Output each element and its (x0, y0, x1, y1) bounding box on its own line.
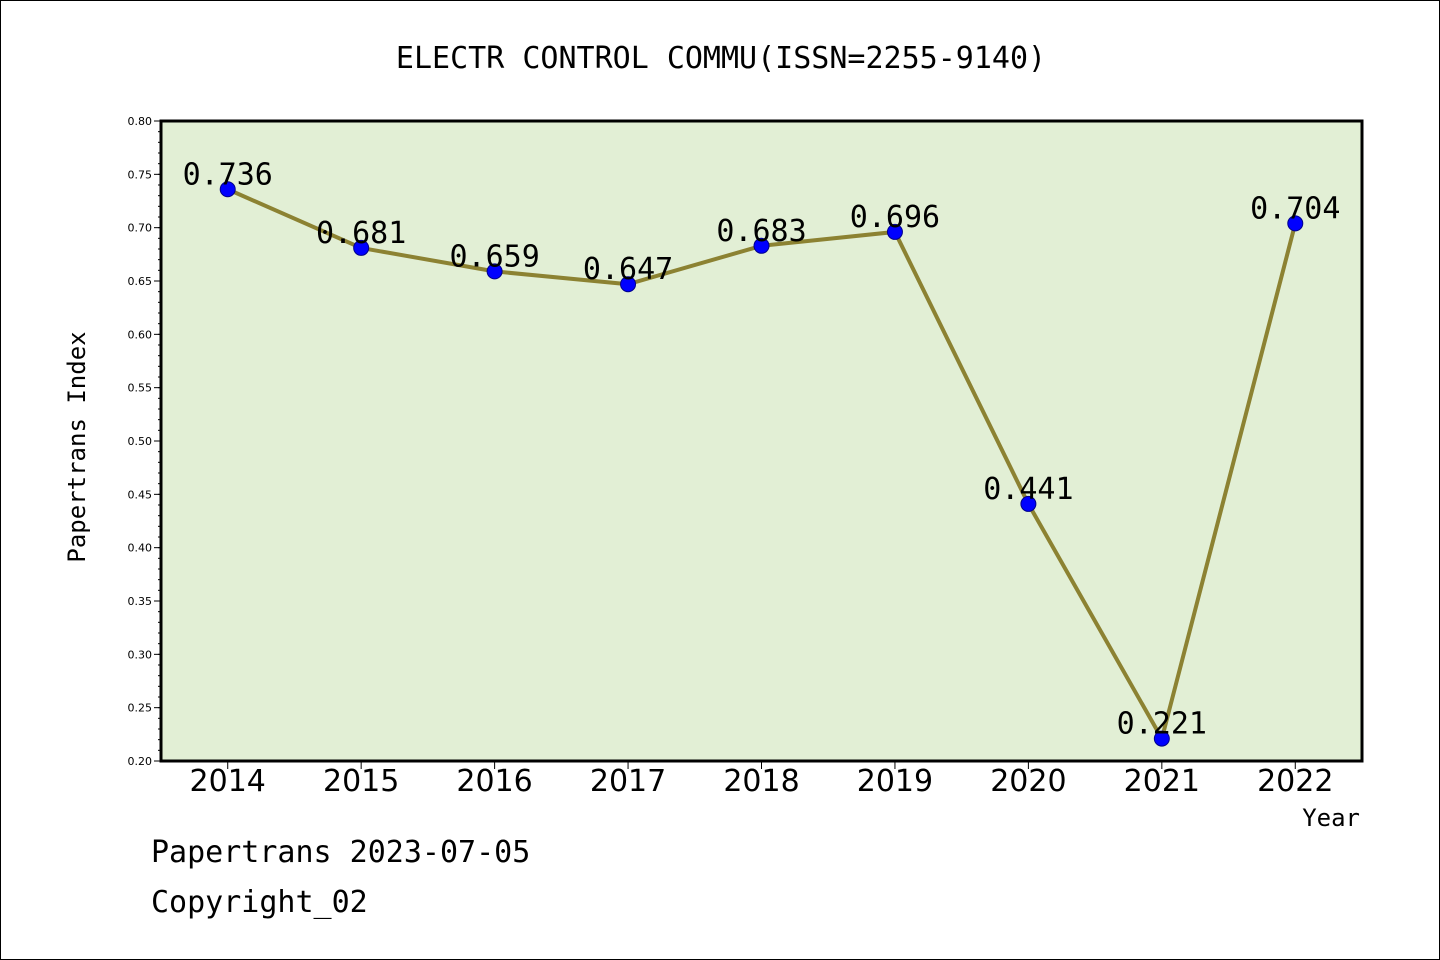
footer-copyright-text: Copyright_02 (151, 885, 368, 920)
data-label: 0.647 (583, 252, 673, 287)
footer-date-text: Papertrans 2023-07-05 (151, 835, 531, 870)
data-label: 0.681 (316, 216, 406, 251)
y-tick-label: 0.20 (128, 755, 153, 768)
x-tick-label: 2022 (1257, 764, 1333, 799)
y-tick-label: 0.60 (128, 328, 153, 341)
data-point (1020, 495, 1037, 512)
y-axis: 0.20 0.25 0.30 0.35 0.40 0.45 0.50 0.55 0.60 0.65… (128, 115, 161, 768)
x-axis: 2014 2015 2016 2017 2018 2019 2020 2021 2022 (190, 761, 1333, 799)
data-label: 0.441 (983, 472, 1073, 507)
y-tick-label: 0.75 (128, 168, 153, 181)
x-tick-label: 2018 (723, 764, 799, 799)
data-label: 0.696 (850, 200, 940, 235)
data-point (1153, 730, 1170, 747)
x-tick-label: 2021 (1124, 764, 1200, 799)
data-label: 0.659 (449, 239, 539, 274)
data-label: 0.736 (183, 157, 273, 192)
series (219, 181, 1304, 747)
y-tick-label: 0.40 (128, 542, 153, 555)
data-point (620, 276, 637, 293)
x-tick-label: 2014 (190, 764, 266, 799)
y-tick-label: 0.80 (128, 115, 153, 128)
data-label: 0.683 (716, 214, 806, 249)
x-tick-label: 2016 (456, 764, 532, 799)
x-tick-label: 2015 (323, 764, 399, 799)
data-point (753, 237, 770, 254)
data-point (886, 223, 903, 240)
y-tick-label: 0.45 (128, 488, 153, 501)
data-point (219, 181, 236, 198)
plot-area (159, 119, 1364, 763)
x-tick-label: 2017 (590, 764, 666, 799)
x-tick-label: 2019 (857, 764, 933, 799)
y-tick-label: 0.70 (128, 222, 153, 235)
x-axis-label: Year (1302, 804, 1360, 832)
data-point (486, 263, 503, 280)
data-label: 0.221 (1117, 707, 1207, 742)
data-point (1287, 215, 1304, 232)
y-tick-label: 0.50 (128, 435, 153, 448)
data-point (353, 239, 370, 256)
x-tick-label: 2020 (990, 764, 1066, 799)
data-labels: 0.736 0.681 0.659 0.647 0.683 0.696 0.441 0.221… (183, 157, 1341, 741)
y-tick-label: 0.55 (128, 382, 153, 395)
y-tick-label: 0.30 (128, 648, 153, 661)
chart-title: ELECTR CONTROL COMMU(ISSN=2255-9140) (396, 41, 1046, 76)
y-tick-label: 0.65 (128, 275, 153, 288)
y-tick-label: 0.35 (128, 595, 153, 608)
data-label: 0.704 (1250, 191, 1340, 226)
y-axis-label: Papertrans Index (63, 331, 91, 562)
y-tick-label: 0.25 (128, 702, 153, 715)
